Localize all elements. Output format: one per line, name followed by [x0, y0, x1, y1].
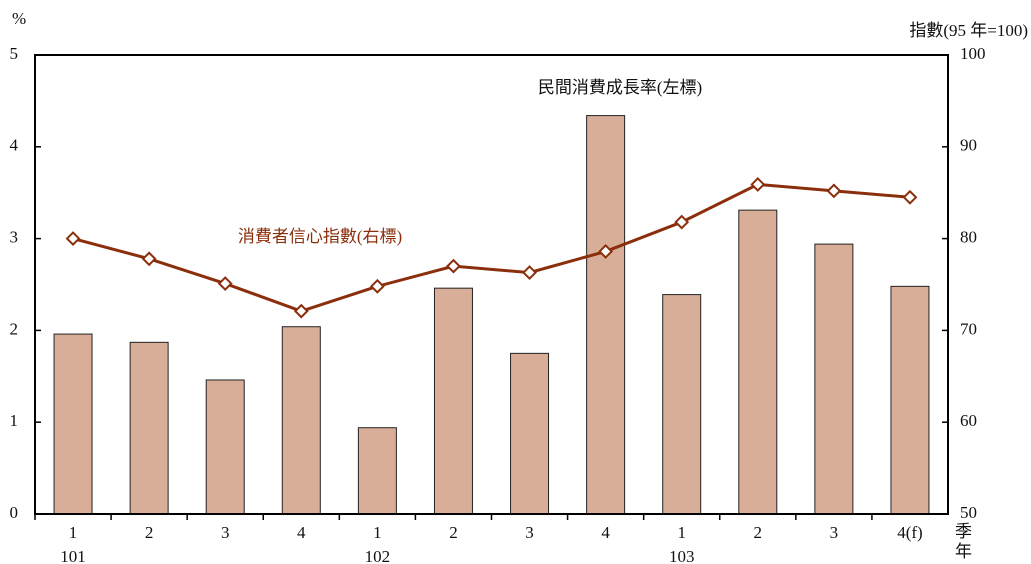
y2-tick-label: 90 [960, 136, 977, 155]
year-label: 102 [365, 547, 391, 564]
x-tick-label: 3 [525, 523, 534, 542]
y-axis-label: % [12, 9, 26, 28]
x-tick-label: 2 [145, 523, 154, 542]
y-tick-label: 1 [10, 411, 19, 430]
series-label: 民間消費成長率(左標) [538, 78, 702, 97]
year-axis-label: 年 [955, 542, 972, 561]
bar [205, 379, 245, 515]
marker [446, 258, 461, 274]
marker [902, 189, 918, 205]
bar [510, 352, 550, 515]
x-tick-label: 3 [221, 523, 230, 542]
marker [522, 265, 537, 280]
y-tick-label: 3 [10, 228, 19, 247]
bar [586, 115, 626, 515]
x-tick-label: 1 [69, 523, 78, 542]
marker [293, 303, 309, 319]
bar [662, 294, 702, 515]
marker [750, 177, 766, 192]
marker [598, 244, 614, 259]
marker [369, 278, 385, 294]
year-label: 101 [60, 547, 86, 564]
marker [141, 251, 157, 267]
bar [890, 285, 930, 515]
y2-tick-label: 80 [960, 228, 977, 247]
y2-tick-label: 100 [960, 44, 986, 63]
y-tick-label: 5 [10, 44, 19, 63]
bar [357, 427, 397, 515]
marker [826, 183, 842, 199]
plot-frame [34, 54, 949, 515]
marker [65, 231, 81, 247]
y2-tick-label: 50 [960, 503, 977, 522]
y-tick-label: 4 [10, 136, 19, 155]
bar [129, 341, 169, 515]
x-tick-label: 4(f) [897, 523, 922, 542]
x-tick-label: 1 [373, 523, 382, 542]
y2-tick-label: 60 [960, 411, 977, 430]
y-tick-label: 2 [10, 319, 19, 338]
x-tick-label: 3 [830, 523, 839, 542]
bar [53, 333, 93, 515]
bar [738, 209, 778, 515]
series-label: 消費者信心指數(右標) [238, 227, 402, 246]
y2-tick-label: 70 [960, 319, 977, 338]
x-tick-label: 1 [677, 523, 686, 542]
x-tick-label: 2 [754, 523, 763, 542]
year-label: 103 [669, 547, 695, 564]
y2-axis-label: 指數(95 年=100) [909, 21, 1028, 40]
y-tick-label: 0 [10, 503, 19, 522]
bar [281, 326, 321, 515]
x-tick-label: 2 [449, 523, 458, 542]
marker [674, 214, 690, 230]
x-tick-label: 4 [297, 523, 306, 542]
bar [433, 287, 473, 515]
x-tick-label: 4 [601, 523, 610, 542]
x-axis-label: 季 [955, 522, 972, 541]
line [72, 182, 911, 313]
bar [814, 243, 854, 515]
marker [217, 276, 233, 291]
